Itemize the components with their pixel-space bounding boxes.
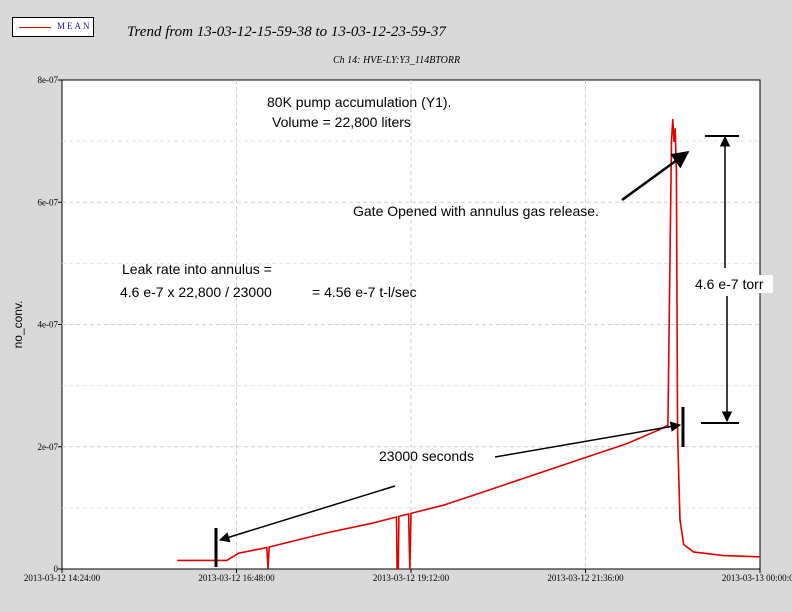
annot-gate-opened: Gate Opened with annulus gas release. <box>353 203 599 219</box>
data-point <box>395 516 398 518</box>
legend-line-swatch <box>19 27 51 28</box>
data-point <box>674 128 676 130</box>
data-point <box>371 522 374 524</box>
data-point <box>226 559 228 562</box>
data-point <box>589 455 592 457</box>
x-tick-label: 2013-03-12 19:12:00 <box>373 573 450 583</box>
annot-volume: Volume = 22,800 liters <box>272 114 411 130</box>
data-point <box>444 504 446 506</box>
data-point <box>682 543 685 546</box>
chart-subtitle: Ch 14: HVE-LY:Y3_114BTORR <box>333 55 461 66</box>
data-point <box>676 433 679 436</box>
duration-arrow-right <box>494 421 682 458</box>
data-point <box>323 532 325 535</box>
data-point <box>480 491 483 494</box>
x-tick-label: 2013-03-12 21:36:00 <box>547 573 624 583</box>
data-point <box>409 568 411 570</box>
annot-leak-result: = 4.56 e-7 t-l/sec <box>312 284 417 300</box>
data-point <box>722 554 725 557</box>
data-point <box>675 170 678 173</box>
chart-title: Trend from 13-03-12-15-59-38 to 13-03-12… <box>127 24 446 40</box>
legend-label: MEAN <box>57 21 92 31</box>
y-tick-label: 6e-07 <box>38 197 59 207</box>
data-point <box>673 140 675 142</box>
data-point <box>398 515 400 518</box>
x-tick-label: 2013-03-12 16:48:00 <box>198 573 275 583</box>
annot-leak-calc: 4.6 e-7 x 22,800 / 23000 <box>120 284 272 300</box>
annot-pump-title: 80K pump accumulation (Y1). <box>267 94 451 110</box>
y-tick-label: 4e-07 <box>38 320 59 330</box>
data-point <box>669 232 672 234</box>
data-point <box>672 118 674 121</box>
data-point <box>692 551 695 553</box>
data-point <box>758 556 761 558</box>
data-point <box>397 568 400 570</box>
data-point <box>670 140 673 142</box>
y-axis-label: no_conv. <box>11 301 25 349</box>
annot-delta-torr-bg <box>693 275 773 293</box>
data-point <box>657 429 659 432</box>
data-point <box>667 424 669 427</box>
data-point <box>410 512 412 515</box>
legend: MEAN <box>12 17 94 37</box>
data-point <box>396 568 398 570</box>
data-point <box>679 519 681 521</box>
data-point <box>553 467 555 469</box>
duration-arrow-left <box>218 485 396 543</box>
y-tick-label: 0 <box>54 564 59 574</box>
annot-leak-rate: Leak rate into annulus = <box>122 261 272 277</box>
x-tick-label: 2013-03-12 14:24:00 <box>24 573 101 583</box>
data-point <box>625 442 628 445</box>
data-point <box>268 546 271 548</box>
annot-duration: 23000 seconds <box>379 448 474 464</box>
x-tick-label: 2013-03-13 00:00:00 <box>722 573 792 583</box>
data-point <box>267 567 269 569</box>
annot-delta-torr: 4.6 e-7 torr <box>695 276 764 292</box>
data-point <box>266 546 268 549</box>
data-point <box>238 552 240 554</box>
data-point <box>177 559 179 562</box>
y-tick-label: 2e-07 <box>38 442 59 452</box>
y-tick-label: 8e-07 <box>38 75 59 85</box>
gate-arrow <box>621 150 690 202</box>
data-point <box>516 479 519 482</box>
data-point <box>407 513 410 515</box>
